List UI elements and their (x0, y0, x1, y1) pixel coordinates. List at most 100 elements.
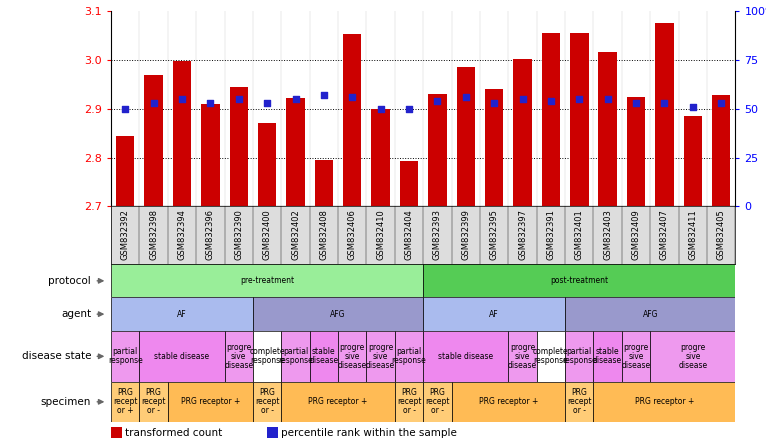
Bar (627, 97, 645, 206)
Text: PRG
recept
or -: PRG recept or - (255, 388, 280, 415)
Text: stable
disease: stable disease (593, 347, 622, 365)
Bar (372, 109, 390, 206)
Bar (253, 331, 281, 382)
Bar (139, 331, 224, 382)
Text: disease state: disease state (21, 351, 91, 361)
Text: stable disease: stable disease (155, 352, 210, 361)
Bar (201, 104, 220, 206)
Point (318, 91, 330, 99)
Point (488, 99, 500, 107)
Text: complete
response: complete response (533, 347, 568, 365)
Bar (509, 331, 537, 382)
Text: progre
sive
disease: progre sive disease (621, 343, 650, 370)
Text: GSM832403: GSM832403 (603, 210, 612, 260)
Point (290, 95, 302, 103)
Bar (111, 297, 253, 331)
Bar (622, 331, 650, 382)
Point (119, 105, 132, 112)
Point (261, 99, 273, 107)
Bar (594, 331, 622, 382)
Bar (224, 331, 253, 382)
Point (233, 95, 245, 103)
Text: PRG
recept
or -: PRG recept or - (567, 388, 591, 415)
Bar (565, 297, 735, 331)
Bar (598, 52, 617, 206)
Text: pre-treatment: pre-treatment (240, 276, 294, 285)
Text: GSM832411: GSM832411 (689, 210, 697, 260)
Bar (366, 331, 394, 382)
Text: agent: agent (61, 309, 91, 319)
Bar (513, 59, 532, 206)
Text: partial
response: partial response (391, 347, 427, 365)
Bar (230, 87, 248, 206)
Point (346, 94, 358, 101)
Text: specimen: specimen (41, 397, 91, 407)
Bar (457, 67, 475, 206)
Text: GSM832397: GSM832397 (518, 210, 527, 260)
Bar (428, 94, 447, 206)
Bar (145, 75, 163, 206)
Point (431, 97, 444, 104)
Point (630, 99, 642, 107)
Point (205, 99, 217, 107)
Bar (173, 61, 192, 206)
Bar (565, 382, 594, 422)
Text: PRG
recept
or -: PRG recept or - (425, 388, 450, 415)
Text: AFG: AFG (330, 309, 345, 319)
Bar (423, 297, 565, 331)
Point (715, 99, 727, 107)
Bar (253, 297, 423, 331)
Text: GSM832408: GSM832408 (319, 210, 329, 260)
Text: GSM832396: GSM832396 (206, 210, 215, 260)
Text: GSM832401: GSM832401 (574, 210, 584, 260)
Point (516, 95, 529, 103)
Bar (712, 95, 731, 206)
Bar (570, 33, 588, 206)
Text: partial
response: partial response (278, 347, 313, 365)
Text: stable disease: stable disease (438, 352, 493, 361)
Text: progre
sive
disease: progre sive disease (678, 343, 707, 370)
Bar (111, 382, 139, 422)
Bar (111, 427, 123, 439)
Text: post-treatment: post-treatment (550, 276, 608, 285)
Text: complete
response: complete response (249, 347, 285, 365)
Text: transformed count: transformed count (125, 428, 222, 438)
Bar (537, 331, 565, 382)
Bar (594, 382, 735, 422)
Bar (139, 382, 168, 422)
Text: PRG
recept
or -: PRG recept or - (397, 388, 421, 415)
Text: progre
sive
disease: progre sive disease (338, 343, 367, 370)
Text: GSM832402: GSM832402 (291, 210, 300, 260)
Bar (423, 264, 735, 297)
Text: progre
sive
disease: progre sive disease (224, 343, 254, 370)
Text: GSM832400: GSM832400 (263, 210, 272, 260)
Point (545, 97, 557, 104)
Text: GSM832407: GSM832407 (660, 210, 669, 260)
Bar (315, 160, 333, 206)
Text: GSM832398: GSM832398 (149, 210, 158, 260)
Text: PRG receptor +: PRG receptor + (479, 397, 538, 406)
Text: PRG receptor +: PRG receptor + (309, 397, 368, 406)
Point (601, 95, 614, 103)
Text: progre
sive
disease: progre sive disease (508, 343, 537, 370)
Bar (338, 331, 366, 382)
Bar (485, 89, 503, 206)
Bar (423, 331, 509, 382)
Point (460, 94, 472, 101)
Text: PRG receptor +: PRG receptor + (635, 397, 694, 406)
Point (573, 95, 585, 103)
Bar (111, 331, 139, 382)
Bar (542, 33, 560, 206)
Text: stable
disease: stable disease (309, 347, 339, 365)
Text: GSM832392: GSM832392 (121, 210, 129, 260)
Point (375, 105, 387, 112)
Bar (286, 98, 305, 206)
Text: partial
response: partial response (108, 347, 142, 365)
Bar (655, 23, 673, 206)
Text: progre
sive
disease: progre sive disease (366, 343, 395, 370)
Text: PRG
recept
or +: PRG recept or + (113, 388, 138, 415)
Bar (394, 382, 423, 422)
Text: GSM832406: GSM832406 (348, 210, 357, 260)
Text: percentile rank within the sample: percentile rank within the sample (281, 428, 457, 438)
Bar (253, 382, 281, 422)
